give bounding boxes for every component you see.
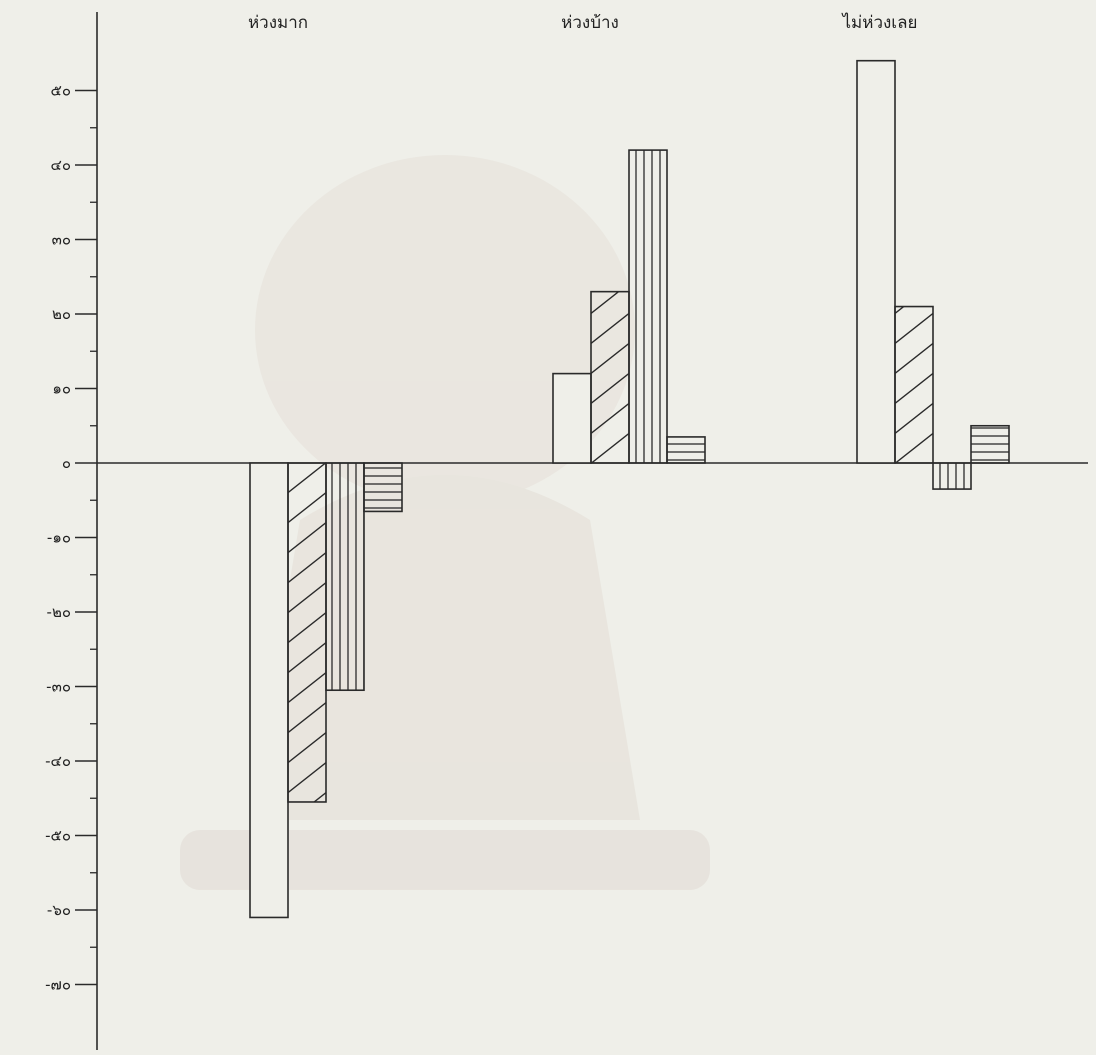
y-tick-label: -๔๐ xyxy=(45,752,71,770)
bars xyxy=(249,59,1010,919)
bar-vertical xyxy=(325,462,365,692)
y-tick-label: ๕๐ xyxy=(50,82,71,100)
y-tick-label: ๔๐ xyxy=(50,156,71,174)
bar-blank xyxy=(552,372,592,464)
y-tick-label: -๒๐ xyxy=(47,603,71,621)
bar-vertical xyxy=(932,462,972,490)
category-label: ห่วงบ้าง xyxy=(561,13,619,33)
y-tick-label: -๖๐ xyxy=(47,901,71,919)
bar-horizontal xyxy=(666,436,706,464)
bar-horizontal xyxy=(970,424,1010,464)
bar-vertical xyxy=(628,149,668,464)
y-tick-label: ๑๐ xyxy=(52,380,71,398)
y-tick-label: -๗๐ xyxy=(45,976,71,994)
bar-blank xyxy=(856,59,896,464)
category-label: ห่วงมาก xyxy=(248,13,308,33)
y-tick-label: -๑๐ xyxy=(47,529,71,547)
bar-blank xyxy=(249,462,289,919)
bar-diagonal xyxy=(590,290,630,464)
y-tick-label: ๒๐ xyxy=(52,305,71,323)
bar-horizontal xyxy=(363,462,403,513)
y-tick-label: ๓๐ xyxy=(52,231,71,249)
y-tick-label: ๐ xyxy=(62,454,71,472)
y-tick-label: -๓๐ xyxy=(46,678,71,696)
bar-diagonal xyxy=(894,305,934,464)
y-tick-label: -๕๐ xyxy=(45,827,71,845)
bar-diagonal xyxy=(287,462,327,803)
category-label: ไม่ห่วงเลย xyxy=(841,12,918,33)
